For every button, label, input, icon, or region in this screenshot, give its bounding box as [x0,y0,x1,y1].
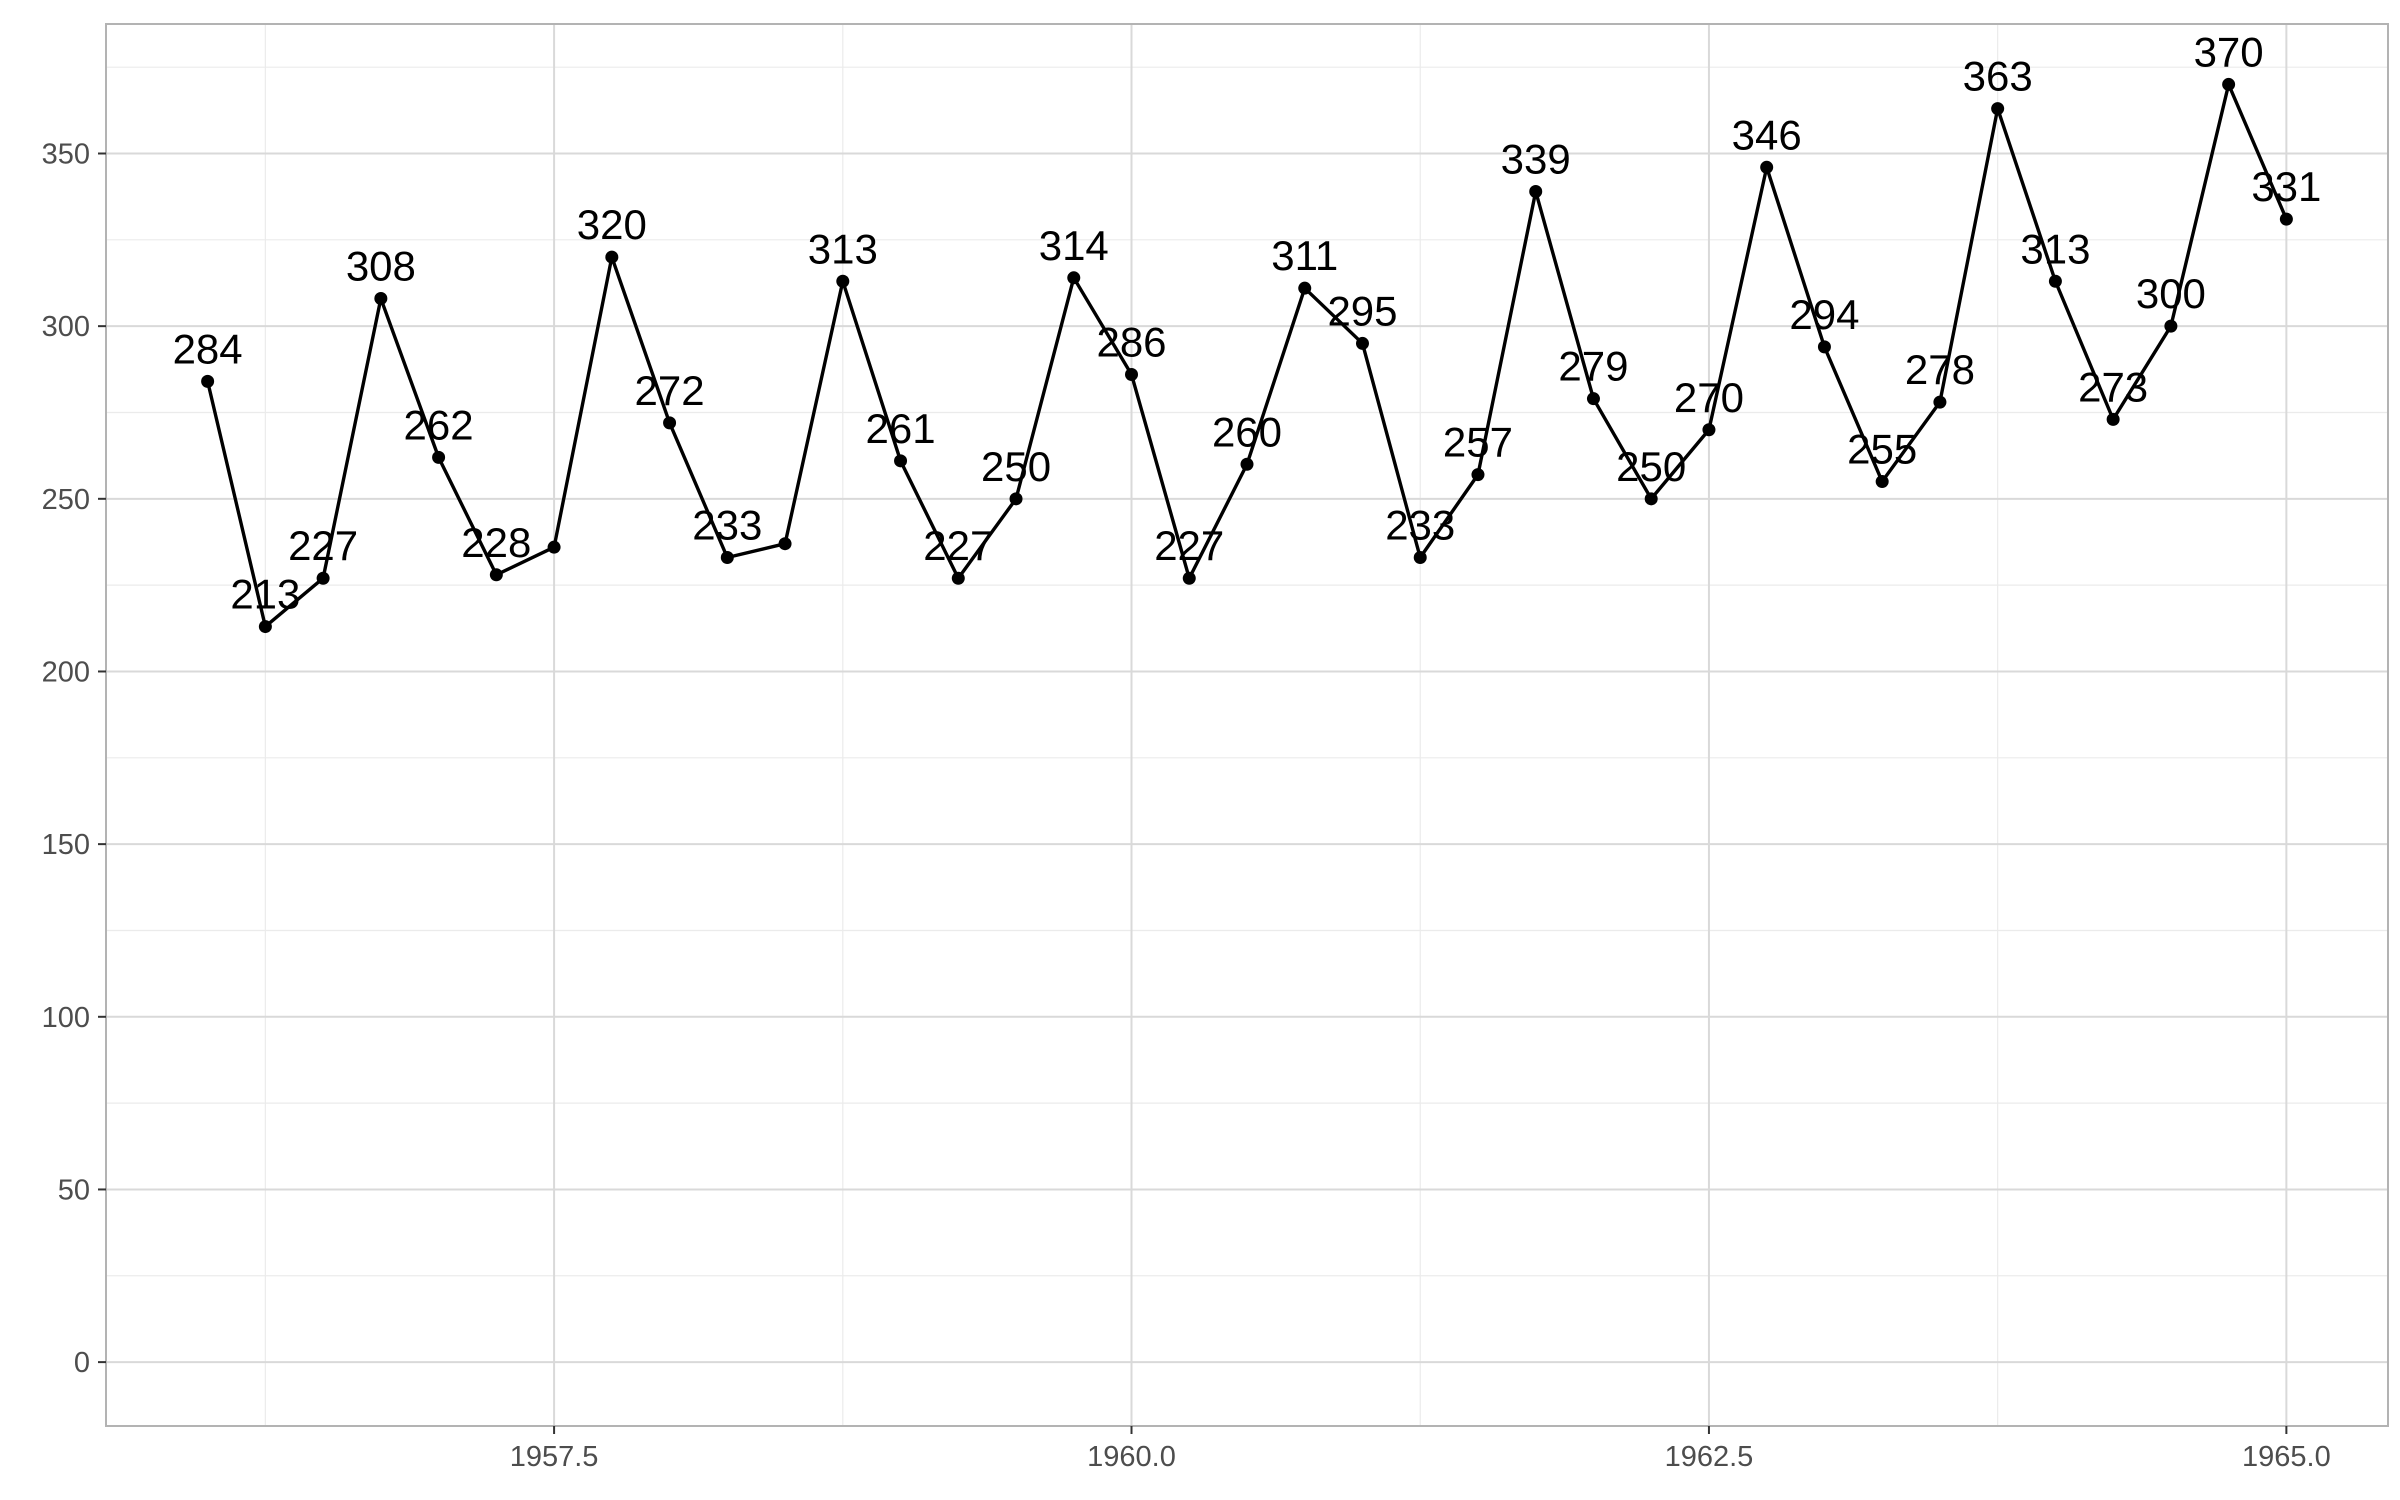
data-label: 284 [173,325,243,372]
data-label: 257 [1443,419,1513,466]
data-point [836,274,850,288]
data-label: 250 [981,443,1051,490]
y-tick-label: 0 [74,1347,90,1379]
data-point [1355,336,1369,350]
x-tick-label: 1957.5 [510,1441,599,1473]
data-label: 228 [461,519,531,566]
data-label: 227 [288,522,358,569]
data-label: 278 [1905,346,1975,393]
data-point [1933,395,1947,409]
major-gridlines [106,24,2388,1426]
x-tick-label: 1965.0 [2242,1441,2331,1473]
data-label: 311 [1271,232,1338,279]
data-label: 313 [808,225,878,272]
data-label: 270 [1674,374,1744,421]
data-label: 213 [230,571,300,618]
y-tick-label: 350 [42,138,90,170]
y-tick-label: 150 [42,829,90,861]
data-label: 308 [346,243,416,290]
data-point [1529,184,1543,198]
x-tick-label: 1960.0 [1087,1441,1176,1473]
y-tick-label: 100 [42,1002,90,1034]
data-point [374,292,388,306]
data-point [720,551,734,565]
data-point [1644,492,1658,506]
data-label: 233 [1385,502,1455,549]
data-point [316,571,330,585]
panel-border [105,23,2389,1427]
data-point [894,454,908,468]
data-point [2048,274,2062,288]
data-point [1240,457,1254,471]
data-point [1125,368,1139,381]
data-label: 260 [1212,408,1282,455]
data-label: 227 [923,522,993,569]
data-point [1009,492,1023,506]
data-labels: 2842132273082622283202722333132612272503… [173,28,2322,617]
data-label: 346 [1732,111,1802,158]
data-label: 314 [1039,222,1109,269]
y-tick-label: 250 [42,484,90,516]
data-label: 227 [1154,522,1224,569]
x-axis: 1957.5 1960.0 1962.5 1965.0 [510,1426,2331,1473]
data-label: 279 [1558,343,1628,390]
data-label: 363 [1963,53,2033,100]
data-label: 313 [2020,225,2090,272]
data-point [1760,160,1774,174]
data-point [432,450,446,464]
data-point [1067,271,1081,285]
x-tick-label: 1962.5 [1665,1441,1754,1473]
data-point [1182,571,1196,585]
data-label: 286 [1096,319,1166,366]
data-point [1817,340,1831,354]
data-label: 273 [2078,363,2148,410]
data-label: 331 [2251,163,2321,210]
data-point [605,250,619,264]
data-label: 255 [1847,426,1917,473]
data-point [547,540,561,554]
y-tick-label: 200 [42,656,90,688]
data-label: 300 [2136,270,2206,317]
data-point [1298,281,1312,295]
data-point [2279,212,2293,226]
data-points [201,77,2293,634]
data-point [1586,392,1600,406]
data-point [1413,551,1427,565]
data-point [258,620,272,634]
data-label: 295 [1327,287,1397,334]
data-point [778,537,792,551]
data-label: 370 [2194,28,2264,75]
data-point [1702,423,1716,437]
data-label: 261 [866,405,936,452]
data-point [1875,475,1889,489]
data-point [663,416,677,430]
data-point [2106,412,2120,426]
data-label: 272 [635,367,705,414]
data-point [201,374,215,388]
data-label: 250 [1616,443,1686,490]
data-point [2164,319,2178,333]
data-point [1471,468,1485,482]
data-label: 233 [692,502,762,549]
y-tick-label: 300 [42,311,90,343]
y-tick-label: 50 [58,1174,90,1206]
y-axis: 0 50 100 150 200 250 300 350 [42,138,106,1379]
data-label: 262 [404,401,474,448]
minor-gridlines [106,24,2388,1426]
data-point [1991,102,2005,116]
data-label: 339 [1501,135,1571,182]
data-point [2222,77,2236,91]
data-label: 294 [1789,291,1859,338]
data-label: 320 [577,201,647,248]
data-point [951,571,965,585]
data-point [489,568,503,582]
